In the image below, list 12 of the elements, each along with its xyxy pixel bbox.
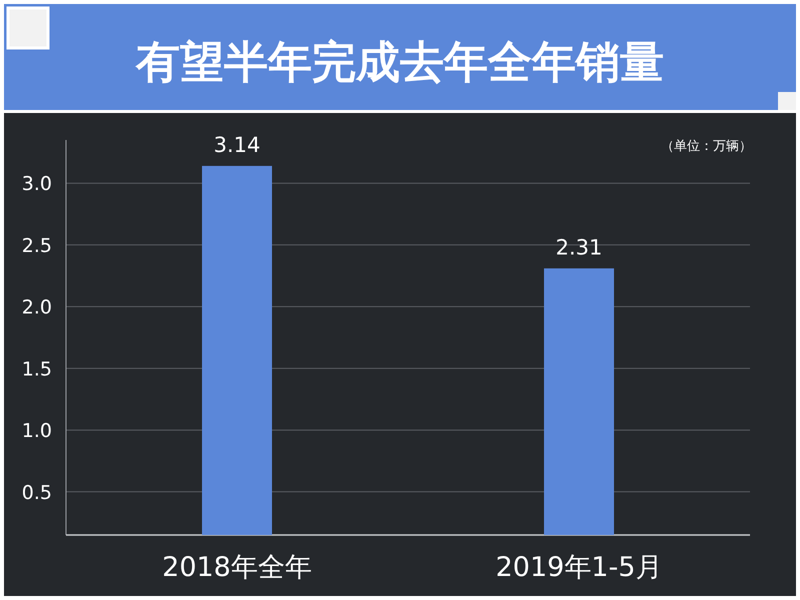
x-tick-label: 2018年全年 [162, 552, 312, 583]
annotation: （单位：万辆） [661, 139, 752, 154]
y-tick-label: 2.0 [22, 296, 52, 319]
chart-title: 有望半年完成去年全年销量 [135, 37, 664, 88]
y-tick-label: 0.5 [22, 482, 52, 504]
y-tick-label: 1.0 [22, 420, 52, 442]
x-tick-label: 2019年1-5月 [496, 552, 662, 583]
y-tick-label: 1.5 [22, 358, 52, 380]
y-tick-label: 3.0 [22, 173, 52, 196]
data-label: 3.14 [214, 132, 260, 157]
y-tick-label: 2.5 [22, 234, 52, 257]
data-label: 2.31 [556, 235, 602, 260]
